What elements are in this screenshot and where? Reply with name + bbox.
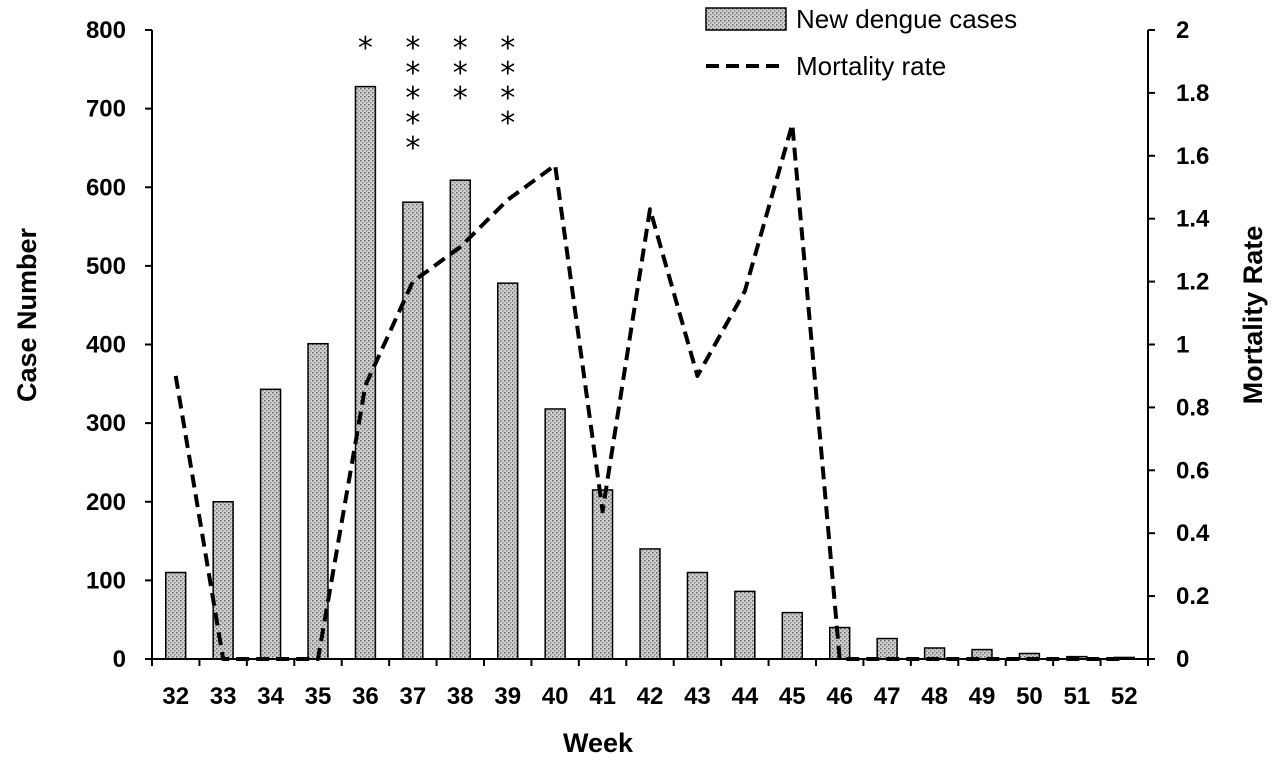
significance-star: *: [358, 31, 373, 66]
significance-star: *: [405, 31, 420, 66]
significance-star: *: [500, 56, 515, 91]
y2-tick-label: 0.4: [1176, 520, 1210, 547]
left-axis-ticks: 0 100 200 300 400 500 600 700 800: [86, 17, 152, 673]
line-series: [173, 122, 1125, 661]
y-tick-label: 800: [86, 17, 126, 44]
x-tick-label: 32: [162, 683, 189, 710]
significance-star: *: [500, 81, 515, 116]
x-tick-label: 49: [969, 683, 996, 710]
bar-week-32: [165, 571, 187, 660]
y-tick-label: 0: [113, 646, 126, 673]
y-tick-label: 400: [86, 332, 126, 359]
bar-week-42: [639, 548, 661, 660]
x-tick-label: 38: [447, 683, 474, 710]
bar-week-37: [402, 201, 424, 660]
x-tick-label: 41: [589, 683, 616, 710]
significance-star: *: [500, 106, 515, 141]
legend-bar-swatch: [705, 7, 787, 31]
bar-week-36: [354, 85, 377, 660]
x-tick-label: 36: [352, 683, 379, 710]
y-tick-label: 200: [86, 489, 126, 516]
y2-tick-label: 1.2: [1176, 269, 1209, 296]
bar-week-45: [781, 611, 803, 660]
significance-star: *: [500, 31, 515, 66]
bar-series: [165, 85, 1135, 660]
y2-tick-label: 0.2: [1176, 583, 1209, 610]
legend-bar-label: New dengue cases: [796, 4, 1017, 34]
x-tick-label: 52: [1111, 683, 1138, 710]
x-tick-label: 43: [684, 683, 711, 710]
bar-week-39: [497, 282, 519, 660]
x-tick-label: 46: [826, 683, 853, 710]
y2-tick-label: 0: [1176, 646, 1189, 673]
x-tick-label: 44: [732, 683, 759, 710]
significance-star: *: [405, 131, 420, 166]
y2-tick-label: 1.6: [1176, 143, 1209, 170]
bar-week-33: [212, 501, 234, 660]
x-tick-label: 37: [400, 683, 427, 710]
y2-tick-label: 1.4: [1176, 206, 1210, 233]
x-tick-label: 42: [637, 683, 664, 710]
legend: New dengue cases Mortality rate: [705, 4, 1017, 81]
x-tick-label: 45: [779, 683, 806, 710]
significance-star: *: [405, 81, 420, 116]
y-tick-label: 600: [86, 174, 126, 201]
x-axis-ticks: 32 33 34 35 36 37 38 39 40 41 42 43 44 45 46 47 48 49 50 51…: [162, 683, 1137, 710]
x-axis-title: Week: [563, 728, 634, 758]
bar-week-34: [259, 388, 282, 660]
y-tick-label: 300: [86, 410, 126, 437]
y2-tick-label: 0.6: [1176, 457, 1209, 484]
x-tick-label: 35: [305, 683, 332, 710]
y-tick-label: 700: [86, 96, 126, 123]
x-tick-label: 40: [542, 683, 569, 710]
significance-star: *: [405, 106, 420, 141]
mortality-rate-line: [173, 122, 1125, 661]
bar-week-43: [686, 571, 709, 660]
x-tick-label: 47: [874, 683, 901, 710]
bar-week-47: [876, 637, 898, 660]
y2-tick-label: 2: [1176, 17, 1189, 44]
significance-markers: * ************: [358, 31, 515, 166]
x-tick-label: 39: [494, 683, 521, 710]
bar-week-40: [544, 408, 566, 660]
significance-star: *: [453, 56, 468, 91]
y-axis-title: Case Number: [12, 227, 42, 402]
y2-tick-label: 1.8: [1176, 80, 1209, 107]
x-tick-label: 33: [210, 683, 237, 710]
legend-line-label: Mortality rate: [796, 51, 946, 81]
x-tick-label: 51: [1064, 683, 1091, 710]
y2-tick-label: 1: [1176, 332, 1189, 359]
y-tick-label: 100: [86, 567, 126, 594]
significance-star: *: [453, 31, 468, 66]
x-tick-label: 34: [257, 683, 284, 710]
x-tick-label: 50: [1016, 683, 1043, 710]
y-tick-label: 500: [86, 253, 126, 280]
significance-star: *: [405, 56, 420, 91]
y2-axis-title: Mortality Rate: [1238, 226, 1268, 405]
bar-week-44: [734, 590, 756, 660]
significance-star: *: [453, 81, 468, 116]
right-axis-ticks: 0 0.2 0.4 0.6 0.8 1 1.2 1.4 1.6 1.8 2: [1148, 17, 1210, 673]
bar-week-41: [591, 489, 614, 660]
x-tick-label: 48: [921, 683, 948, 710]
y2-tick-label: 0.8: [1176, 394, 1209, 421]
